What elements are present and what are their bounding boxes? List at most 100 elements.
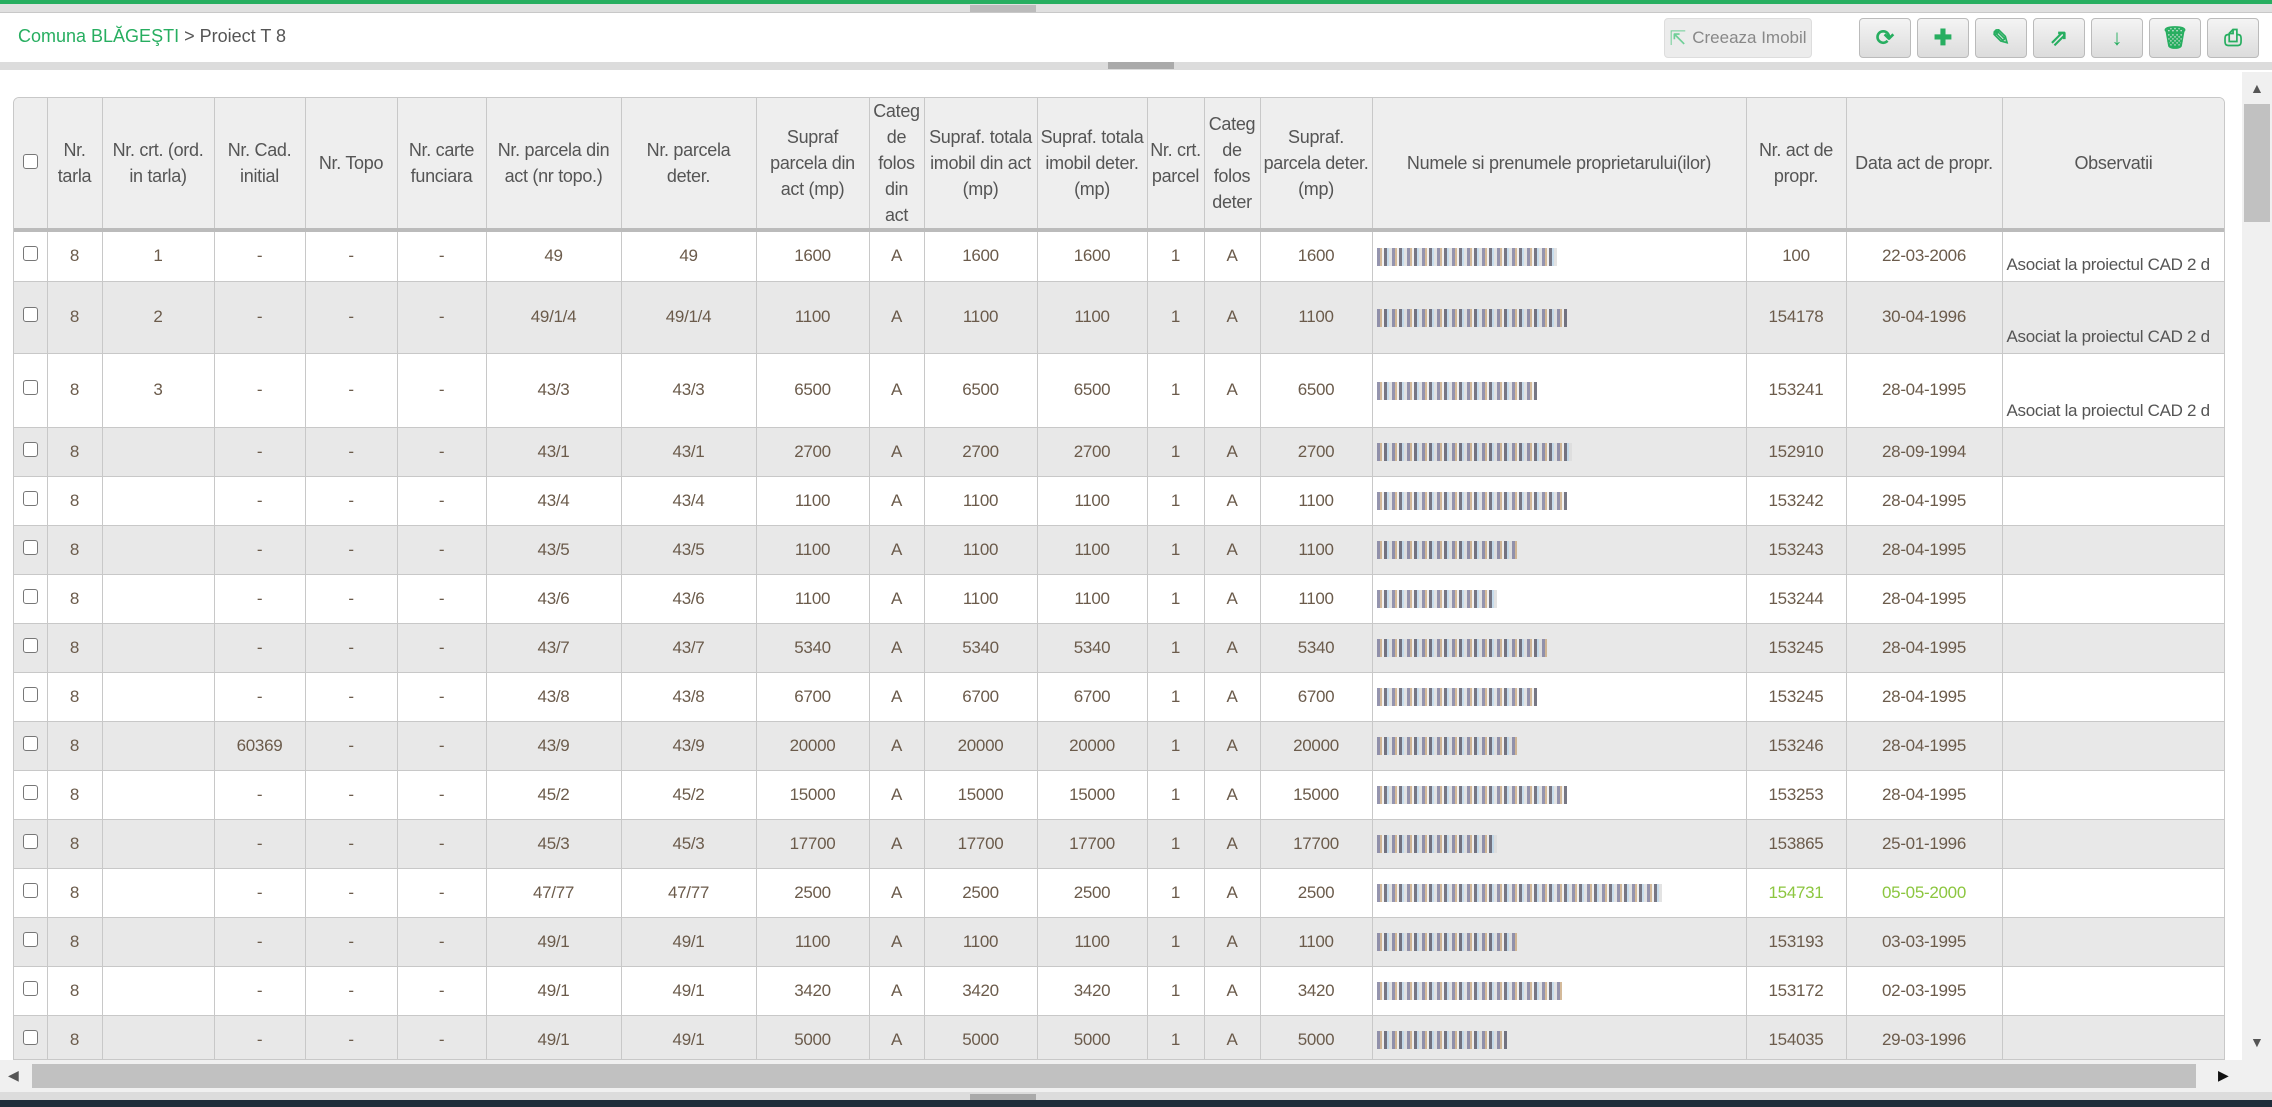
table-row[interactable]: 8- - -43/4 43/4 1100 A 1100 1100 1 A 1100 153242 28-… <box>14 476 2224 526</box>
table-row[interactable]: 8- - -49/1 49/1 1100 A 1100 1100 1 A 1100 153193 03-… <box>14 917 2224 967</box>
column-header[interactable]: Nr. crt. (ord. in tarla) <box>102 98 215 232</box>
row-checkbox[interactable] <box>22 980 38 996</box>
row-checkbox[interactable] <box>22 539 38 555</box>
table-cell: 43/7 <box>486 623 622 673</box>
sort-button[interactable]: ↓ <box>2091 18 2143 58</box>
add-button[interactable]: ✚ <box>1917 18 1969 58</box>
row-checkbox[interactable] <box>22 882 38 898</box>
vertical-scrollbar[interactable] <box>2242 72 2272 1060</box>
table-cell: 20000 <box>756 721 870 771</box>
table-header-row: Nr. tarla Nr. crt. (ord. in tarla) Nr. Cad… <box>14 98 2224 232</box>
table-row[interactable]: 8- - -43/1 43/1 2700 A 2700 2700 1 A 2700 152910 28-… <box>14 427 2224 477</box>
scroll-down-arrow-icon[interactable]: ▼ <box>2250 1034 2264 1050</box>
horizontal-scrollbar-thumb[interactable] <box>32 1064 2196 1088</box>
owner-name-cell <box>1372 1015 1747 1059</box>
redacted-name <box>1376 308 1567 327</box>
redacted-name <box>1376 884 1662 903</box>
scroll-up-arrow-icon[interactable]: ▲ <box>2250 80 2264 96</box>
table-cell: 8 <box>47 868 103 918</box>
export-button[interactable]: ⇗ <box>2033 18 2085 58</box>
column-header[interactable]: Categ de folos din act <box>869 98 925 232</box>
redacted-name <box>1376 1031 1507 1050</box>
table-cell: 1 <box>102 230 215 282</box>
table-cell: 153172 <box>1746 966 1847 1016</box>
row-checkbox[interactable] <box>22 686 38 702</box>
column-header[interactable]: Numele si prenumele proprietarului(ilor) <box>1372 98 1747 232</box>
table-cell: - <box>305 770 398 820</box>
table-cell: 49/1 <box>621 917 757 967</box>
table-cell: 8 <box>47 574 103 624</box>
table-cell: A <box>1204 574 1261 624</box>
edit-button[interactable]: ✎ <box>1975 18 2027 58</box>
column-header[interactable]: Observatii <box>2002 98 2224 232</box>
table-row[interactable]: 8- - -43/6 43/6 1100 A 1100 1100 1 A 1100 153244 28-… <box>14 574 2224 624</box>
table-cell: - <box>397 868 487 918</box>
table-cell: 2 <box>102 281 215 354</box>
column-header[interactable]: Supraf. totala imobil din act (mp) <box>924 98 1038 232</box>
column-header[interactable]: Supraf. totala imobil deter. (mp) <box>1037 98 1148 232</box>
column-header[interactable]: Data act de propr. <box>1846 98 2003 232</box>
row-checkbox[interactable] <box>22 784 38 800</box>
row-checkbox[interactable] <box>22 637 38 653</box>
create-imobil-button[interactable]: ⇱ Creeaza Imobil <box>1664 18 1812 58</box>
column-header[interactable]: Nr. tarla <box>47 98 103 232</box>
table-row[interactable]: 8- - -43/5 43/5 1100 A 1100 1100 1 A 1100 153243 28-… <box>14 525 2224 575</box>
header-splitter-handle[interactable] <box>1108 62 1174 69</box>
top-splitter-handle[interactable] <box>970 5 1036 12</box>
table-row[interactable]: 8- - -43/7 43/7 5340 A 5340 5340 1 A 5340 153245 28-… <box>14 623 2224 673</box>
table-row[interactable]: 8 1- - -49 49 1600 A 1600 1600 1 A 1600 100 22-03-200… <box>14 230 2224 282</box>
row-checkbox[interactable] <box>22 833 38 849</box>
table-cell: 47/77 <box>621 868 757 918</box>
table-cell: 17700 <box>924 819 1038 869</box>
column-header[interactable]: Supraf parcela din act (mp) <box>756 98 870 232</box>
column-header[interactable]: Nr. parcela din act (nr topo.) <box>486 98 622 232</box>
table-cell: 6500 <box>924 353 1038 428</box>
table-cell: 5000 <box>1037 1015 1148 1059</box>
table-cell: 43/9 <box>486 721 622 771</box>
column-header[interactable]: Nr. act de propr. <box>1746 98 1847 232</box>
table-row[interactable]: 8- - -47/77 47/77 2500 A 2500 2500 1 A 2500 154731 0… <box>14 868 2224 918</box>
table-cell: 8 <box>47 353 103 428</box>
row-checkbox[interactable] <box>22 441 38 457</box>
row-checkbox[interactable] <box>22 588 38 604</box>
owner-name-cell <box>1372 672 1747 722</box>
breadcrumb-home-link[interactable]: Comuna BLĂGEŞTI <box>18 26 180 46</box>
row-checkbox[interactable] <box>22 1029 38 1045</box>
scroll-right-arrow-icon[interactable]: ▶ <box>2218 1067 2229 1083</box>
table-row[interactable]: 8- - -49/1 49/1 5000 A 5000 5000 1 A 5000 154035 29-… <box>14 1015 2224 1059</box>
scroll-left-arrow-icon[interactable]: ◀ <box>8 1067 19 1083</box>
table-cell: A <box>869 966 925 1016</box>
table-cell: A <box>869 868 925 918</box>
table-row[interactable]: 8 3- - -43/3 43/3 6500 A 6500 6500 1 A 6500 153241 28… <box>14 353 2224 428</box>
delete-button[interactable]: 🗑 <box>2149 18 2201 58</box>
row-checkbox[interactable] <box>22 490 38 506</box>
column-header[interactable]: Nr. parcela deter. <box>621 98 757 232</box>
table-cell: 1100 <box>756 574 870 624</box>
bottom-splitter-handle[interactable] <box>970 1094 1036 1100</box>
column-header[interactable]: Nr. carte funciara <box>397 98 487 232</box>
row-checkbox[interactable] <box>22 735 38 751</box>
breadcrumb-current: Proiect T 8 <box>199 26 287 46</box>
row-checkbox[interactable] <box>22 307 38 322</box>
table-row[interactable]: 8- - -45/3 45/3 17700 A 17700 17700 1 A 17700 15386… <box>14 819 2224 869</box>
table-row[interactable]: 8- - -45/2 45/2 15000 A 15000 15000 1 A 15000 15325… <box>14 770 2224 820</box>
row-checkbox[interactable] <box>22 246 38 262</box>
column-header[interactable]: Nr. crt. parcel <box>1147 98 1205 232</box>
table-row[interactable]: 8- - -43/8 43/8 6700 A 6700 6700 1 A 6700 153245 28-… <box>14 672 2224 722</box>
row-checkbox[interactable] <box>22 931 38 947</box>
table-cell: 2700 <box>1260 427 1373 477</box>
table-row[interactable]: 8 60369- -43/9 43/9 20000 A 20000 20000 1 A 20000 1… <box>14 721 2224 771</box>
column-header[interactable]: Categ de folos deter <box>1204 98 1261 232</box>
column-header[interactable]: Supraf. parcela deter. (mp) <box>1260 98 1373 232</box>
pdf-button[interactable]: ⎙ <box>2207 18 2259 58</box>
table-cell: - <box>214 819 306 869</box>
select-all-checkbox[interactable] <box>22 154 38 169</box>
table-row[interactable]: 8 2- - -49/1/4 49/1/4 1100 A 1100 1100 1 A 1100 1541… <box>14 281 2224 354</box>
row-checkbox[interactable] <box>22 380 38 395</box>
table-row[interactable]: 8- - -49/1 49/1 3420 A 3420 3420 1 A 3420 153172 02-… <box>14 966 2224 1016</box>
edit-icon: ✎ <box>1991 25 2011 50</box>
vertical-scrollbar-thumb[interactable] <box>2244 104 2270 222</box>
column-header[interactable]: Nr. Topo <box>305 98 398 232</box>
column-header[interactable]: Nr. Cad. initial <box>214 98 306 232</box>
refresh-button[interactable]: ⟳ <box>1859 18 1911 58</box>
